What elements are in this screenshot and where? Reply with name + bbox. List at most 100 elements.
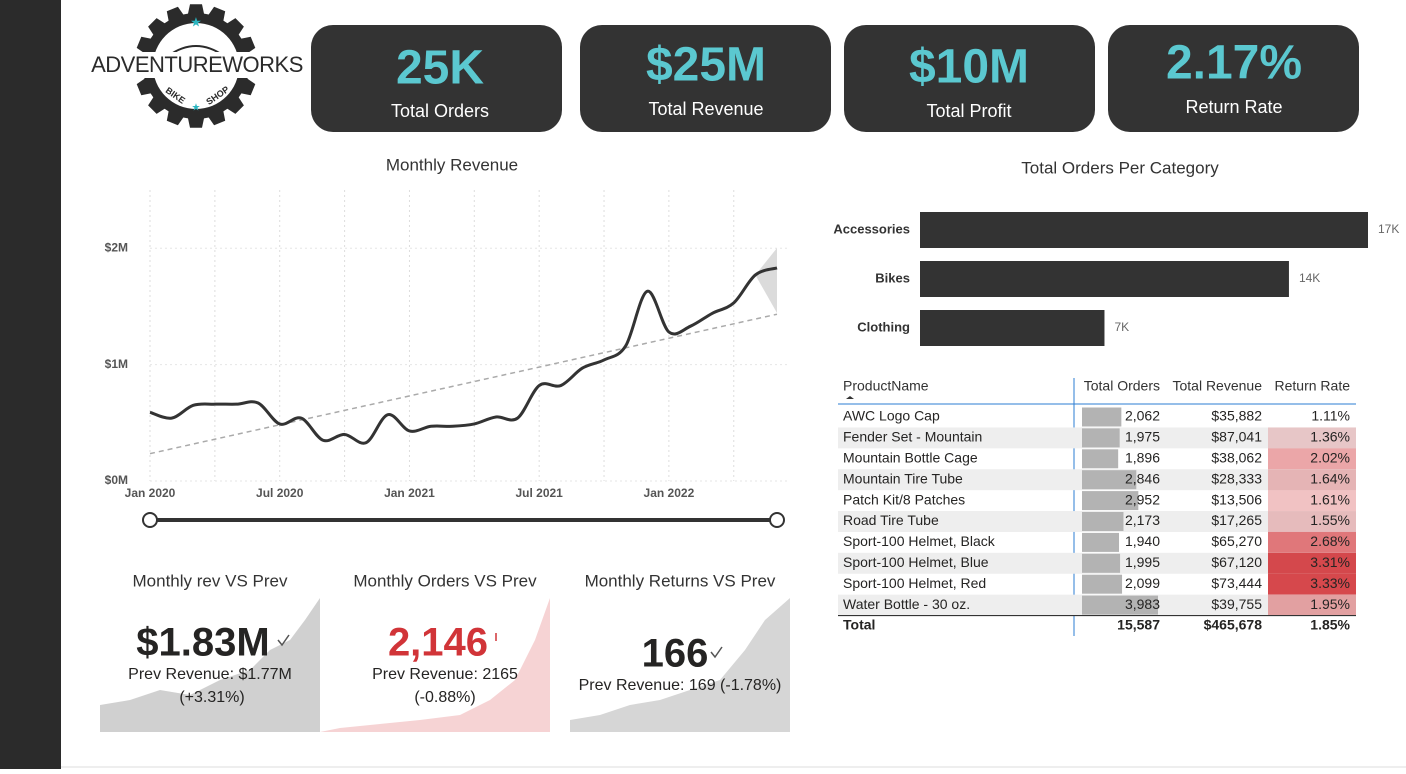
table-cell: $65,270 [1211,533,1262,549]
logo-band [94,52,300,78]
table-cell: 1.64% [1310,470,1350,486]
slider-handle[interactable] [769,512,785,528]
table-cell: 2,173 [1125,512,1160,528]
bar [920,261,1289,297]
total-cell: 1.85% [1310,617,1350,633]
table-cell: 2,846 [1125,470,1160,486]
rate-cell [1268,552,1356,574]
data-bar [1082,449,1119,469]
table-cell: Sport-100 Helmet, Red [843,575,986,591]
x-tick-label: Jan 2022 [644,486,695,500]
table-cell: 1,995 [1125,554,1160,570]
kpi-card [311,25,562,132]
data-bar [1082,532,1120,552]
table-cell: Patch Kit/8 Patches [843,491,965,507]
status-icon [710,646,723,659]
kpi-card [844,25,1095,132]
x-tick-label: Jan 2020 [125,486,176,500]
table-cell: 2,952 [1125,491,1160,507]
table-cell: $67,120 [1211,554,1262,570]
rate-cell [1268,594,1356,616]
card-line: Prev Revenue: 169 (-1.78%) [579,677,782,694]
category-label: Bikes [875,270,910,285]
forecast-band [755,247,777,313]
total-cell: Total [843,617,875,633]
chart-title: Total Orders Per Category [1021,158,1219,177]
table-cell: $28,333 [1211,470,1262,486]
table-cell: Fender Set - Mountain [843,429,982,445]
column-header: Total Orders [1084,378,1160,394]
table-cell: $38,062 [1211,450,1262,466]
sort-arrow [846,396,854,399]
revenue-line [149,266,778,445]
table-cell: 1.36% [1310,429,1350,445]
date-slider[interactable] [142,512,785,528]
table-cell: $17,265 [1211,512,1262,528]
kpi-value: 2.17% [1166,37,1302,90]
kpi-cards: 25K Total Orders $25M Total Revenue $10M… [311,25,1359,132]
card-sparkline [100,598,320,732]
table-cell: 2.02% [1310,450,1350,466]
table-cell: $87,041 [1211,429,1262,445]
table-cell: Road Tire Tube [843,512,939,528]
table-cell: Mountain Bottle Cage [843,450,978,466]
table-cell: 3.31% [1310,554,1350,570]
status-icon [277,634,290,647]
card-value: 2,146 [388,621,488,665]
kpi-label: Total Profit [926,101,1011,121]
total-cell: $465,678 [1204,617,1263,633]
data-label: 7K [1114,320,1129,334]
card-value: $1.83M [136,621,269,665]
rate-cell [1268,427,1356,449]
rate-cell [1268,511,1356,532]
table-cell: Water Bottle - 30 oz. [843,596,970,612]
product-table: ProductName Total Orders Total Revenue Retu… [838,378,1356,636]
logo-star: ★ [192,103,201,114]
total-cell: 15,587 [1117,617,1160,633]
logo: ADVENTUREWORKS BIKE SHOP ★ ★ [91,4,303,128]
slider-handle[interactable] [142,512,158,528]
category-label: Accessories [833,221,910,236]
rate-cell [1268,490,1356,512]
kpi-label: Total Orders [391,101,489,121]
kpi-value: 25K [396,42,484,95]
table-cell: 1.61% [1310,491,1350,507]
bar [920,310,1105,346]
y-tick-label: $0M [105,473,128,487]
comparison-cards: Monthly rev VS Prev $1.83M Prev Revenue:… [100,571,790,732]
card-title: Monthly Orders VS Prev [353,571,537,590]
table-cell: 1.55% [1310,512,1350,528]
y-tick-label: $2M [105,240,128,254]
data-bar [1082,407,1122,427]
column-header: Total Revenue [1172,378,1262,394]
kpi-value: $10M [909,41,1029,94]
table-cell: $13,506 [1211,491,1262,507]
data-bar [1082,470,1137,490]
table-cell: $73,444 [1211,575,1262,591]
trend-line [149,313,778,455]
card-title: Monthly rev VS Prev [133,571,288,590]
column-header: Return Rate [1275,378,1351,394]
y-tick-label: $1M [105,357,128,371]
kpi-card [580,25,831,132]
table-cell: 1,896 [1125,450,1160,466]
category-label: Clothing [857,319,910,334]
table-cell: 2,099 [1125,575,1160,591]
card-sparkline [570,598,790,732]
card-title: Monthly Returns VS Prev [585,571,776,590]
table-cell: 1,940 [1125,533,1160,549]
bar [920,212,1368,248]
table-cell: $35,882 [1211,408,1262,424]
x-tick-label: Jan 2021 [384,486,435,500]
x-tick-label: Jul 2021 [515,486,563,500]
column-header: ProductName [843,378,929,394]
card-line: (+3.31%) [179,689,244,706]
rate-cell [1268,469,1356,491]
kpi-card [1108,25,1359,132]
x-tick-label: Jul 2020 [256,486,304,500]
card-line: Prev Revenue: 2165 [372,666,518,683]
kpi-value: $25M [646,39,766,92]
rate-cell [1268,573,1356,595]
